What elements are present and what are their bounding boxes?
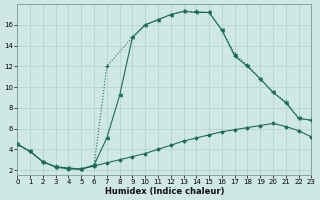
X-axis label: Humidex (Indice chaleur): Humidex (Indice chaleur) [105, 187, 224, 196]
